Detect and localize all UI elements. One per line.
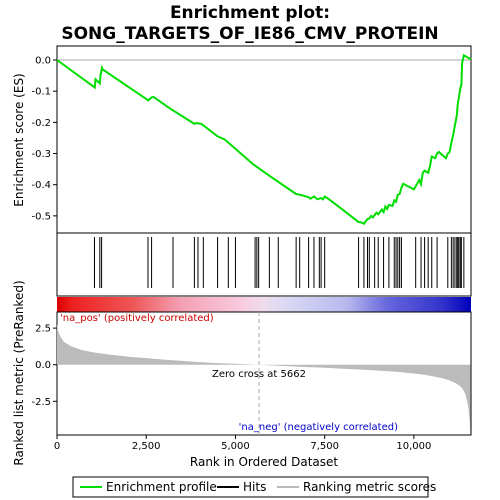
es-y-tick-label: -0.2 xyxy=(31,118,51,129)
legend-item-ranking-metric-scores: Ranking metric scores xyxy=(303,480,436,494)
es-y-tick-label: -0.5 xyxy=(31,211,51,222)
metric-y-axis-label: Ranked list metric (PreRanked) xyxy=(12,280,26,465)
es-y-tick-label: 0.0 xyxy=(35,56,51,67)
es-y-tick-label: -0.4 xyxy=(31,180,51,191)
es-y-tick-label: -0.1 xyxy=(31,87,51,98)
legend-frame xyxy=(72,476,429,498)
metric-y-ticks: 2.5 0.0 -2.5 xyxy=(31,324,57,408)
x-tick-label: 10,000 xyxy=(396,441,431,452)
es-panel-frame xyxy=(56,45,472,234)
metric-y-tick-label: 0.0 xyxy=(35,360,51,371)
title-line-1: Enrichment plot: xyxy=(170,3,330,23)
enrichment-profile-line xyxy=(56,53,472,225)
metric-x-ticks: 0 2,500 5,000 7,500 10,000 xyxy=(54,435,431,452)
legend-item-enrichment-profile: Enrichment profile xyxy=(106,480,217,494)
hits-panel-frame xyxy=(56,232,472,297)
neg-correlated-label: 'na_neg' (negatively correlated) xyxy=(239,422,398,433)
x-tick-label: 5,000 xyxy=(221,441,250,452)
x-tick-label: 2,500 xyxy=(132,441,161,452)
chart-title: Enrichment plot: SONG_TARGETS_OF_IE86_CM… xyxy=(61,3,438,44)
es-panel: 0.0 -0.1 -0.2 -0.3 -0.4 -0.5 Enrichment score… xyxy=(12,45,472,234)
legend-item-hits: Hits xyxy=(243,480,266,494)
zero-cross-label: Zero cross at 5662 xyxy=(212,369,306,380)
pos-correlated-label: 'na_pos' (positively correlated) xyxy=(60,313,214,324)
metric-y-tick-label: 2.5 xyxy=(35,324,51,335)
title-line-2: SONG_TARGETS_OF_IE86_CMV_PROTEIN xyxy=(61,24,438,44)
metric-y-tick-label: -2.5 xyxy=(31,397,51,408)
rank-color-bar xyxy=(57,297,471,312)
x-tick-label: 0 xyxy=(54,441,60,452)
hit-marks xyxy=(93,237,465,288)
es-y-tick-label: -0.3 xyxy=(31,149,51,160)
x-tick-label: 7,500 xyxy=(310,441,339,452)
x-axis-label: Rank in Ordered Dataset xyxy=(190,455,338,469)
rank-color-gradient xyxy=(57,297,471,312)
legend: Enrichment profile Hits Ranking metric s… xyxy=(72,476,436,498)
es-y-ticks: 0.0 -0.1 -0.2 -0.3 -0.4 -0.5 xyxy=(31,56,57,222)
metric-panel-frame xyxy=(56,311,472,436)
hits-panel xyxy=(56,232,472,297)
metric-panel: 2.5 0.0 -2.5 0 2,500 5,000 7,500 10,000 'na_po… xyxy=(12,280,472,469)
es-y-axis-label: Enrichment score (ES) xyxy=(12,73,26,206)
